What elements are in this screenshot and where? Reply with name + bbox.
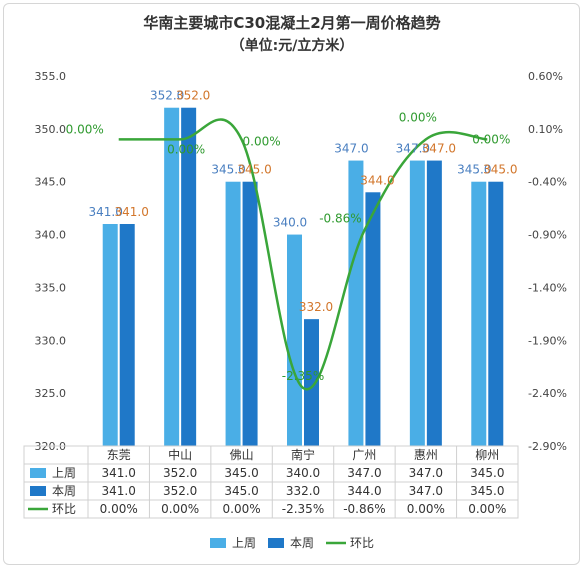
table-cell: 345.0 bbox=[470, 466, 504, 480]
legend-swatch bbox=[268, 538, 284, 548]
table-cell: 0.00% bbox=[407, 502, 445, 516]
bar-last-week bbox=[348, 160, 364, 447]
y-left-tick-label: 350.0 bbox=[35, 123, 67, 136]
data-label-last-week: 341.0 bbox=[89, 205, 123, 219]
x-tick-label: 柳州 bbox=[475, 448, 499, 462]
table-row-label: 本周 bbox=[52, 484, 76, 498]
table-cell: -2.35% bbox=[282, 502, 324, 516]
bar-this-week bbox=[304, 319, 319, 446]
data-label-last-week: 352.0 bbox=[150, 89, 184, 103]
data-label-this-week: 344.0 bbox=[360, 173, 394, 187]
data-label-this-week: 345.0 bbox=[483, 163, 517, 177]
data-label-change: 0.00% bbox=[243, 134, 281, 148]
y-right-tick-label: 0.60% bbox=[528, 70, 563, 83]
bar-last-week bbox=[471, 181, 487, 446]
change-line bbox=[118, 118, 488, 391]
legend-label: 上周 bbox=[232, 536, 256, 550]
table-cell: 347.0 bbox=[347, 466, 381, 480]
data-label-change: -2.35% bbox=[282, 369, 324, 383]
data-label-last-week: 340.0 bbox=[273, 216, 307, 230]
table-cell: 0.00% bbox=[223, 502, 261, 516]
table-cell: 341.0 bbox=[102, 466, 136, 480]
table-cell: 0.00% bbox=[161, 502, 199, 516]
x-tick-label: 中山 bbox=[168, 447, 192, 462]
bar-last-week bbox=[225, 181, 241, 446]
table-row-label: 上周 bbox=[52, 466, 76, 480]
legend-key-this-week bbox=[30, 486, 46, 496]
data-label-last-week: 345.0 bbox=[211, 163, 245, 177]
y-left-tick-label: 325.0 bbox=[35, 387, 67, 400]
table-cell: 345.0 bbox=[224, 466, 258, 480]
table-cell: 352.0 bbox=[163, 466, 197, 480]
bar-this-week bbox=[426, 160, 442, 447]
table-cell: 344.0 bbox=[347, 484, 381, 498]
data-label-this-week: 341.0 bbox=[115, 205, 149, 219]
bar-last-week bbox=[102, 224, 118, 446]
y-right-tick-label: -1.40% bbox=[528, 281, 567, 294]
data-label-this-week: 347.0 bbox=[422, 142, 456, 156]
table-cell: 345.0 bbox=[470, 484, 504, 498]
bar-last-week bbox=[164, 107, 180, 446]
legend-label: 本周 bbox=[290, 536, 314, 550]
table-cell: 347.0 bbox=[409, 484, 443, 498]
data-label-change: 0.00% bbox=[472, 132, 510, 146]
table-cell: 341.0 bbox=[102, 484, 136, 498]
y-right-tick-label: -2.40% bbox=[528, 387, 567, 400]
data-label-change: 0.00% bbox=[66, 122, 104, 136]
table-cell: 0.00% bbox=[468, 502, 506, 516]
data-label-change: -0.86% bbox=[319, 211, 361, 225]
data-label-last-week: 347.0 bbox=[334, 142, 368, 156]
chart-frame bbox=[3, 3, 580, 565]
chart-title: 华南主要城市C30混凝土2月第一周价格趋势 bbox=[143, 14, 440, 32]
legend-label: 环比 bbox=[350, 536, 374, 550]
table-cell: -0.86% bbox=[343, 502, 385, 516]
y-right-tick-label: -0.90% bbox=[528, 229, 567, 242]
data-label-change: 0.00% bbox=[167, 142, 205, 156]
data-label-this-week: 352.0 bbox=[176, 89, 210, 103]
data-label-last-week: 347.0 bbox=[396, 142, 430, 156]
table-cell: 345.0 bbox=[224, 484, 258, 498]
y-left-tick-label: 330.0 bbox=[35, 334, 67, 347]
bar-this-week bbox=[242, 181, 258, 446]
y-left-tick-label: 355.0 bbox=[35, 70, 67, 83]
table-cell: 352.0 bbox=[163, 484, 197, 498]
y-left-tick-label: 340.0 bbox=[35, 229, 67, 242]
x-tick-label: 广州 bbox=[352, 448, 376, 462]
legend-key-last-week bbox=[30, 468, 46, 478]
table-cell: 340.0 bbox=[286, 466, 320, 480]
data-label-this-week: 345.0 bbox=[237, 163, 271, 177]
bar-this-week bbox=[181, 107, 197, 446]
y-right-tick-label: -1.90% bbox=[528, 334, 567, 347]
bar-this-week bbox=[488, 181, 504, 446]
data-label-last-week: 345.0 bbox=[457, 163, 491, 177]
data-label-change: 0.00% bbox=[399, 110, 437, 124]
table-cell: 332.0 bbox=[286, 484, 320, 498]
x-tick-label: 佛山 bbox=[230, 448, 254, 462]
bar-this-week bbox=[119, 224, 135, 446]
y-left-tick-label: 335.0 bbox=[35, 281, 67, 294]
data-label-this-week: 332.0 bbox=[299, 300, 333, 314]
bar-last-week bbox=[287, 234, 302, 446]
table-cell: 0.00% bbox=[100, 502, 138, 516]
bar-last-week bbox=[409, 160, 425, 447]
legend-swatch bbox=[210, 538, 226, 548]
table-row-label: 环比 bbox=[52, 502, 76, 516]
x-tick-label: 东莞 bbox=[107, 448, 131, 462]
y-right-tick-label: -2.90% bbox=[528, 440, 567, 453]
y-left-tick-label: 345.0 bbox=[35, 176, 67, 189]
x-tick-label: 惠州 bbox=[414, 448, 438, 462]
y-right-tick-label: -0.40% bbox=[528, 176, 567, 189]
x-tick-label: 南宁 bbox=[291, 447, 315, 462]
table-cell: 347.0 bbox=[409, 466, 443, 480]
y-right-tick-label: 0.10% bbox=[528, 123, 563, 136]
bar-this-week bbox=[365, 192, 381, 446]
chart-subtitle: （单位:元/立方米） bbox=[231, 37, 354, 54]
